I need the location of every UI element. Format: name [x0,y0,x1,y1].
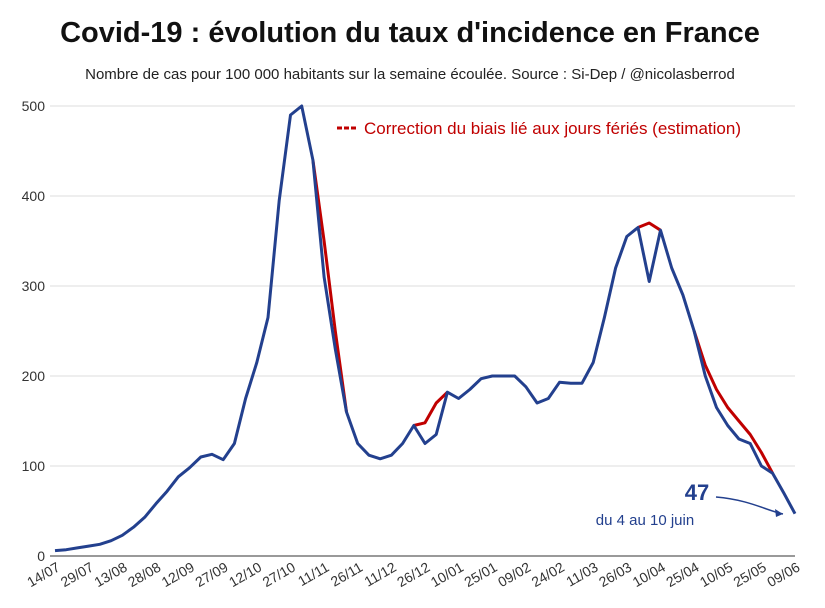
x-tick-label: 27/09 [192,559,231,590]
x-tick-label: 13/08 [91,559,130,590]
x-tick-label: 12/10 [226,559,265,590]
x-tick-label: 26/12 [394,559,433,590]
x-tick-label: 11/12 [361,559,399,590]
x-tick-label: 26/03 [596,559,635,590]
x-tick-label: 28/08 [125,559,164,590]
y-tick-label: 0 [37,548,45,564]
x-tick-label: 27/10 [260,559,299,590]
x-tick-label: 09/02 [495,559,534,590]
annotation-arrowhead [775,509,783,517]
chart-title: Covid-19 : évolution du taux d'incidence… [60,17,760,49]
annotation: 47 [685,480,709,505]
x-tick-label: 10/01 [428,559,467,590]
x-tick-label: 25/05 [731,559,770,590]
annotation: du 4 au 10 juin [596,512,694,529]
line-series [54,104,797,553]
x-tick-label: 24/02 [529,559,568,590]
x-tick-label: 11/03 [563,559,601,590]
y-tick-label: 200 [22,368,46,384]
chart-subtitle: Nombre de cas pour 100 000 habitants sur… [85,66,735,83]
x-tick-label: 26/11 [328,559,366,590]
x-tick-label: 12/09 [159,559,198,590]
x-tick-label: 25/04 [663,559,702,590]
x-tick-label: 09/06 [764,559,803,590]
x-tick-label: 10/04 [630,559,669,590]
legend-label: Correction du biais lié aux jours fériés… [364,119,741,138]
y-tick-label: 500 [22,98,46,114]
y-tick-label: 300 [22,278,46,294]
x-tick-label: 29/07 [58,559,97,590]
x-tick-label: 25/01 [461,559,500,590]
y-tick-label: 100 [22,458,46,474]
annotation-arrow [715,496,784,515]
y-tick-label: 400 [22,188,46,204]
line-series [311,159,774,474]
x-tick-label: 10/05 [697,559,736,590]
x-tick-label: 11/11 [295,559,332,589]
